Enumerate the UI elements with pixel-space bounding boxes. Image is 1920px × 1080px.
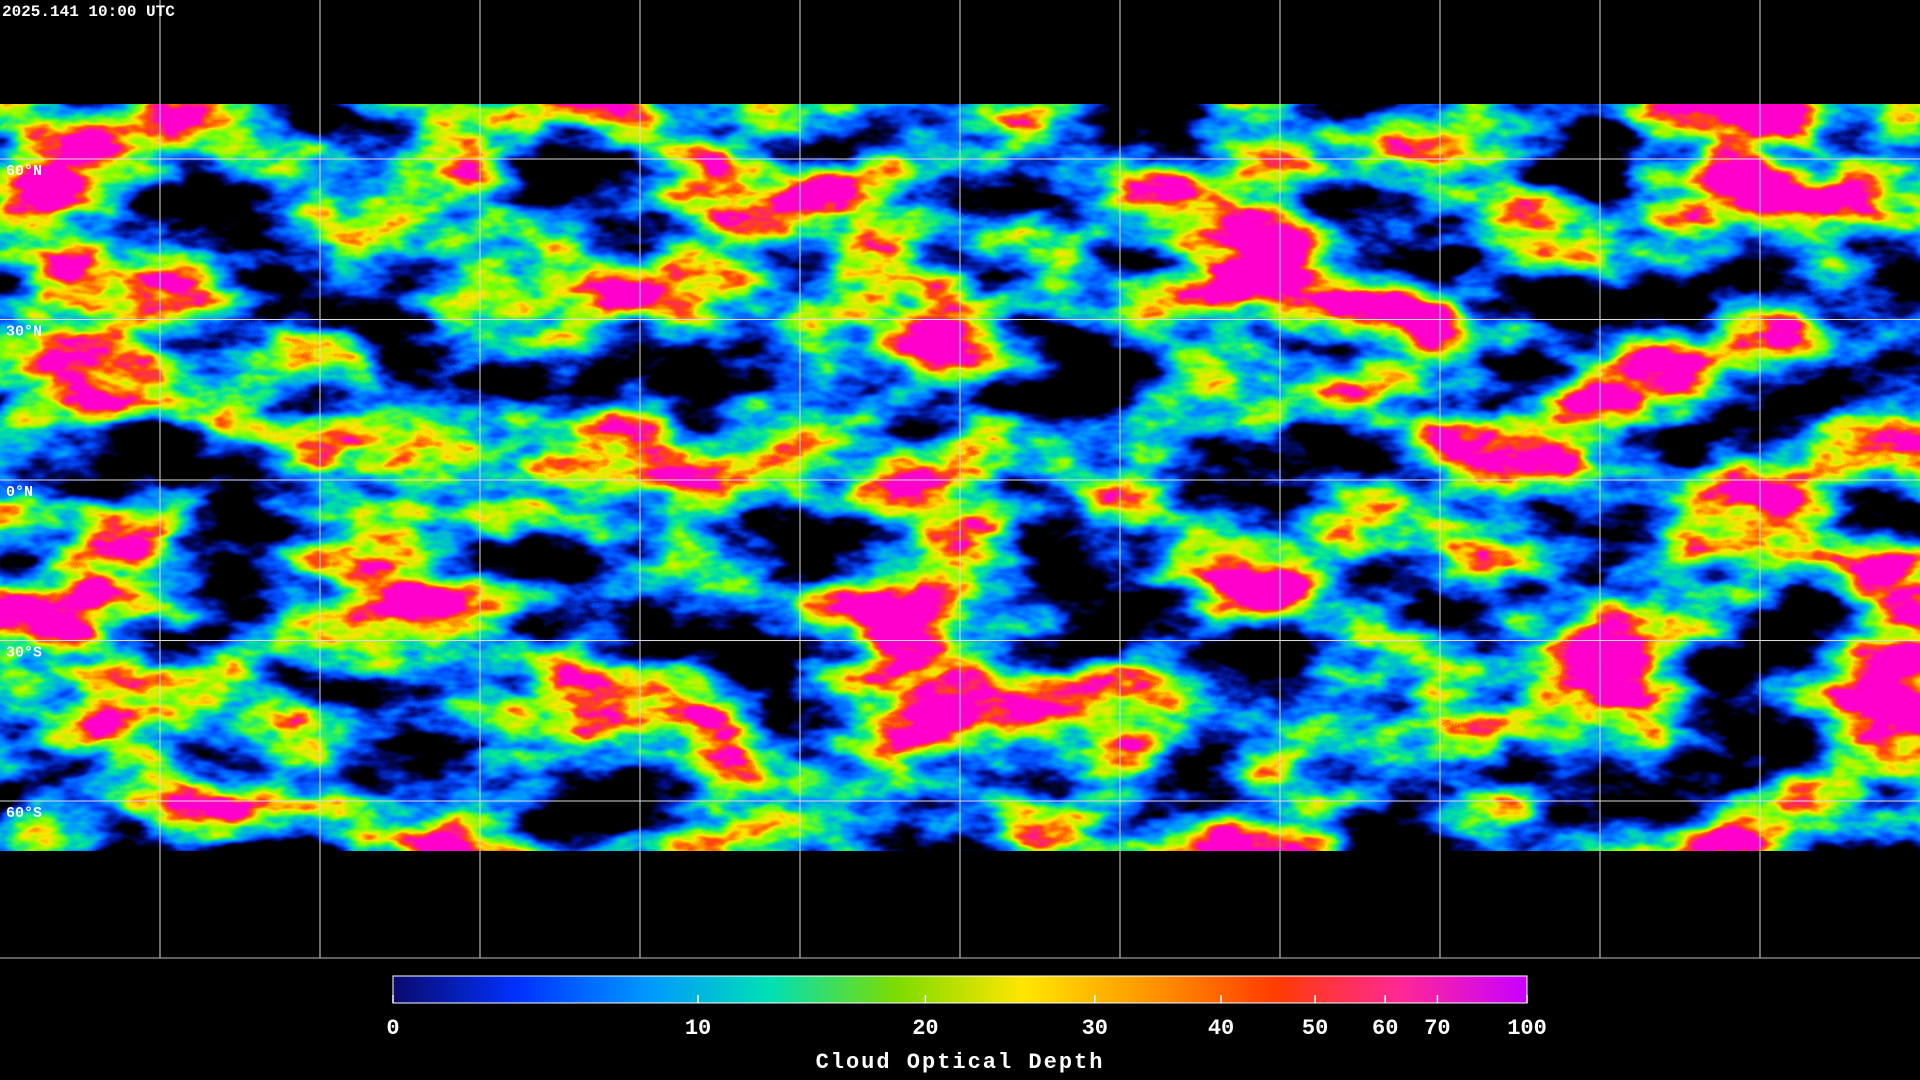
latitude-label: 60°N [6, 163, 42, 180]
latitude-label: 30°N [6, 324, 42, 341]
colorbar-tick-label: 30 [1082, 1016, 1108, 1041]
colorbar-title: Cloud Optical Depth [816, 1050, 1105, 1075]
graticule [0, 0, 1920, 958]
timestamp: 2025.141 10:00 UTC [2, 3, 175, 21]
colorbar-tick-label: 50 [1302, 1016, 1328, 1041]
latitude-label: 0°N [6, 484, 33, 501]
colorbar-tick-label: 100 [1507, 1016, 1547, 1041]
colorbar-tick-label: 70 [1424, 1016, 1450, 1041]
latitude-label: 60°S [6, 805, 42, 822]
latitude-label: 30°S [6, 645, 42, 662]
colorbar [392, 975, 1528, 1004]
colorbar-tick-label: 60 [1372, 1016, 1398, 1041]
colorbar-tick-label: 10 [685, 1016, 711, 1041]
colorbar-tick-label: 20 [912, 1016, 938, 1041]
colorbar-tick-label: 40 [1208, 1016, 1234, 1041]
colorbar-tick-label: 0 [386, 1016, 399, 1041]
